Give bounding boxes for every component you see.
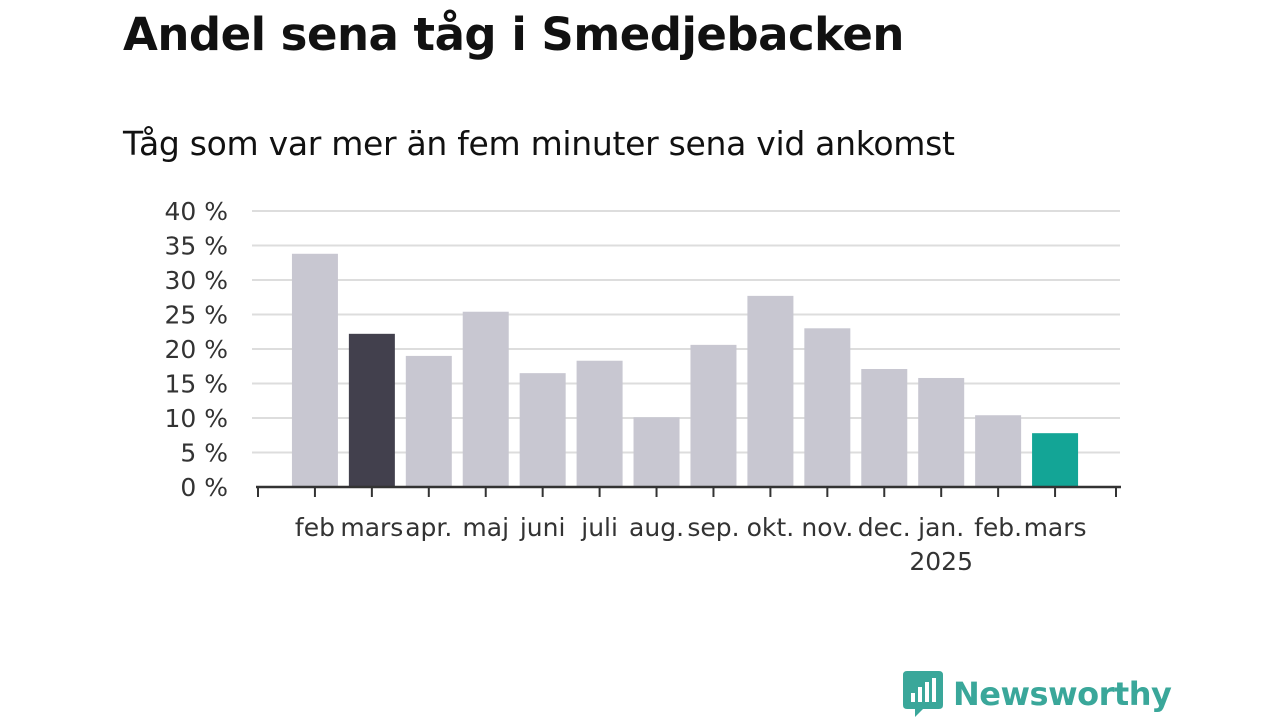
y-tick-label: 0 % bbox=[180, 473, 228, 502]
bar bbox=[747, 295, 794, 487]
x-tick-label: dec. bbox=[858, 513, 911, 542]
bar bbox=[690, 344, 737, 487]
bar bbox=[975, 415, 1022, 487]
bar bbox=[918, 377, 965, 487]
newsworthy-logo-icon bbox=[903, 671, 943, 717]
x-tick-label: mars bbox=[340, 513, 403, 542]
x-tick-label: mars bbox=[1024, 513, 1087, 542]
y-tick-label: 15 % bbox=[164, 370, 228, 399]
x-tick-label: apr. bbox=[405, 513, 452, 542]
chart-subtitle: Tåg som var mer än fem minuter sena vid … bbox=[123, 124, 955, 163]
x-tick-label: juni bbox=[519, 513, 566, 542]
y-tick-label: 10 % bbox=[164, 404, 228, 433]
brand-name: Newsworthy bbox=[953, 675, 1172, 713]
bar bbox=[405, 355, 452, 487]
x-tick-label: juli bbox=[580, 513, 618, 542]
x-tick-label: feb bbox=[295, 513, 335, 542]
y-tick-label: 35 % bbox=[164, 232, 228, 261]
bar bbox=[576, 360, 623, 487]
bar bbox=[462, 311, 509, 487]
x-tick-label: okt. bbox=[747, 513, 795, 542]
newsworthy-brand: Newsworthy bbox=[903, 671, 1172, 717]
x-tick-label: sep. bbox=[687, 513, 739, 542]
y-tick-label: 40 % bbox=[164, 197, 228, 226]
x-tick-label: maj bbox=[462, 513, 509, 542]
x-year-label: 2025 bbox=[909, 547, 973, 576]
x-tick-label: feb. bbox=[974, 513, 1022, 542]
bar bbox=[633, 417, 680, 487]
bar bbox=[291, 253, 338, 487]
bar bbox=[348, 333, 395, 487]
bar-chart: 0 %5 %10 %15 %20 %25 %30 %35 %40 %feb mar… bbox=[164, 197, 1121, 576]
y-tick-label: 30 % bbox=[164, 266, 228, 295]
bar bbox=[1032, 433, 1079, 487]
y-tick-label: 20 % bbox=[164, 335, 228, 364]
y-tick-label: 5 % bbox=[180, 439, 228, 468]
bar bbox=[861, 369, 908, 487]
x-tick-label: aug. bbox=[629, 513, 684, 542]
bar bbox=[519, 373, 566, 487]
bar bbox=[804, 328, 851, 487]
y-tick-label: 25 % bbox=[164, 301, 228, 330]
chart-title: Andel sena tåg i Smedjebacken bbox=[123, 8, 904, 61]
x-tick-label: jan. bbox=[917, 513, 964, 542]
x-tick-label: nov. bbox=[801, 513, 853, 542]
